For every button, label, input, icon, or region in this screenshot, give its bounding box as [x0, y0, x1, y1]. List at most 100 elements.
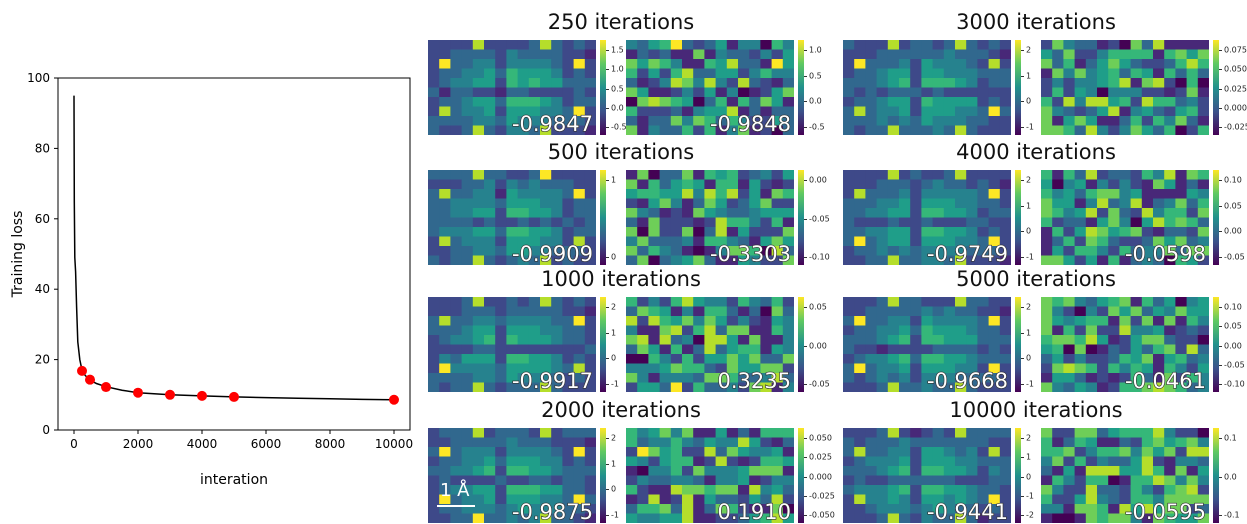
plot-frame: [57, 77, 411, 431]
colorbar-tick-label: 1.0: [809, 45, 822, 55]
colorbar-tick: [804, 101, 807, 103]
heatmap: -0.3303: [626, 170, 794, 265]
colorbar-tick-label: 1: [1026, 201, 1032, 211]
colorbar-tick: [606, 257, 609, 258]
colorbar-tick: [606, 358, 609, 360]
colorbar-tick-label: 0.0: [809, 96, 822, 106]
colorbar-tick-label: -0.05: [1224, 360, 1245, 370]
colorbar-tick: [804, 476, 807, 478]
colorbar-tick: [804, 438, 807, 439]
colorbar-tick: [606, 307, 609, 308]
colorbar-tick: [1219, 231, 1222, 233]
colorbar-tick: [1219, 88, 1222, 90]
colorbar-tick-label: -0.025: [809, 491, 835, 501]
colorbar-tick: [804, 180, 807, 181]
colorbar-tick-label: 0: [611, 252, 617, 262]
colorbar-tick: [1219, 438, 1222, 439]
y-tick-label: 100: [27, 71, 50, 85]
colorbar-tick-label: -1: [611, 379, 619, 389]
colorbar-tick-label: 0: [1026, 226, 1032, 236]
colorbar-tick-label: 2: [611, 433, 617, 443]
colorbar-tick-label: 1: [1026, 328, 1032, 338]
colorbar-tick-label: 0.025: [1224, 84, 1247, 93]
colorbar-tick: [606, 127, 609, 128]
panel-title: 4000 iterations: [956, 140, 1116, 164]
colorbar-tick-label: 1: [1026, 71, 1032, 81]
colorbar-tick: [804, 218, 807, 220]
heatmap: -0.0598: [1041, 170, 1209, 265]
colorbar-tick: [1021, 438, 1024, 439]
heatmap: 0.1910: [626, 428, 794, 523]
y-tick-label: 80: [35, 141, 50, 155]
colorbar-tick-label: 2: [1026, 45, 1032, 55]
heatmap: -0.9668: [843, 297, 1011, 392]
iteration-marker: [77, 365, 87, 376]
colorbar-tick: [1219, 69, 1222, 71]
colorbar-tick-label: -1: [1026, 122, 1034, 132]
colorbar-tick: [1219, 180, 1222, 181]
colorbar-tick-label: -1: [1026, 252, 1034, 262]
panel-title: 500 iterations: [547, 140, 695, 164]
colorbar-tick: [1219, 257, 1222, 258]
correlation-value: -0.9668: [926, 369, 1008, 393]
colorbar-tick-label: 0.00: [1224, 341, 1242, 350]
colorbar-tick: [606, 332, 609, 334]
x-tick-label: 6000: [251, 437, 282, 451]
iteration-marker: [165, 389, 175, 400]
colorbar-tick: [1021, 75, 1024, 77]
colorbar-tick: [1219, 50, 1222, 51]
colorbar-tick: [804, 75, 807, 77]
heatmap: -0.9847: [428, 40, 596, 135]
training-loss-chart: 0 2000 4000 6000 8000 10000 0 20 40 60 80 100 intera…: [10, 71, 413, 488]
heatmap: -0.9909: [428, 170, 596, 265]
colorbar-tick: [606, 515, 609, 516]
colorbar-tick-label: 0: [1026, 96, 1032, 106]
iteration-marker: [101, 382, 111, 393]
colorbar-tick: [804, 345, 807, 347]
x-tick-label: 10000: [375, 437, 413, 451]
colorbar-tick-label: 2: [1026, 175, 1032, 185]
colorbar-tick: [804, 515, 807, 516]
colorbar-tick: [1021, 457, 1024, 459]
colorbar-tick-label: 2: [611, 302, 617, 312]
colorbar-tick: [1219, 205, 1222, 207]
colorbar-tick-label: 2: [1026, 302, 1032, 312]
heatmap: -0.0461: [1041, 297, 1209, 392]
colorbar-tick: [1219, 307, 1222, 308]
colorbar-tick: [804, 384, 807, 385]
heatmap: -0.9749: [843, 170, 1011, 265]
colorbar-tick: [1021, 495, 1024, 497]
colorbar-tick-label: -0.05: [809, 214, 830, 223]
colorbar-tick-label: 0: [611, 484, 617, 494]
colorbar-tick-label: 0.05: [1224, 321, 1242, 331]
colorbar-tick: [1021, 127, 1024, 128]
colorbar-tick: [1021, 515, 1024, 516]
heatmap: -0.9848: [626, 40, 794, 135]
colorbar-tick: [1021, 384, 1024, 385]
colorbar-tick: [1021, 257, 1024, 258]
colorbar-tick: [1021, 307, 1024, 308]
colorbar-tick-label: 0.10: [1224, 302, 1242, 312]
colorbar-tick-label: 1: [611, 328, 617, 338]
iteration-marker: [133, 387, 143, 398]
colorbar-tick-label: -1: [611, 510, 619, 520]
colorbar-tick-label: 0.0: [611, 103, 624, 113]
colorbar-tick: [1021, 358, 1024, 360]
colorbar-tick: [1219, 384, 1222, 385]
y-tick-label: 0: [42, 423, 50, 437]
colorbar-tick-label: 0: [1026, 472, 1032, 481]
x-tick-label: 4000: [187, 437, 218, 451]
colorbar-tick: [606, 489, 609, 491]
colorbar-tick-label: 0.025: [809, 452, 832, 462]
colorbar-tick-label: -0.050: [809, 510, 835, 520]
heatmap: -0.9875: [428, 428, 596, 523]
colorbar-tick: [1219, 127, 1222, 128]
colorbar-tick-label: 0.075: [1224, 45, 1247, 55]
colorbar-tick-label: 0.10: [1224, 175, 1242, 185]
panel-title: 2000 iterations: [541, 398, 701, 422]
colorbar-tick: [804, 127, 807, 128]
colorbar-tick-label: 0.00: [809, 341, 827, 350]
colorbar-tick: [1219, 345, 1222, 347]
correlation-value: -0.0595: [1124, 500, 1206, 524]
iteration-marker: [229, 391, 239, 402]
